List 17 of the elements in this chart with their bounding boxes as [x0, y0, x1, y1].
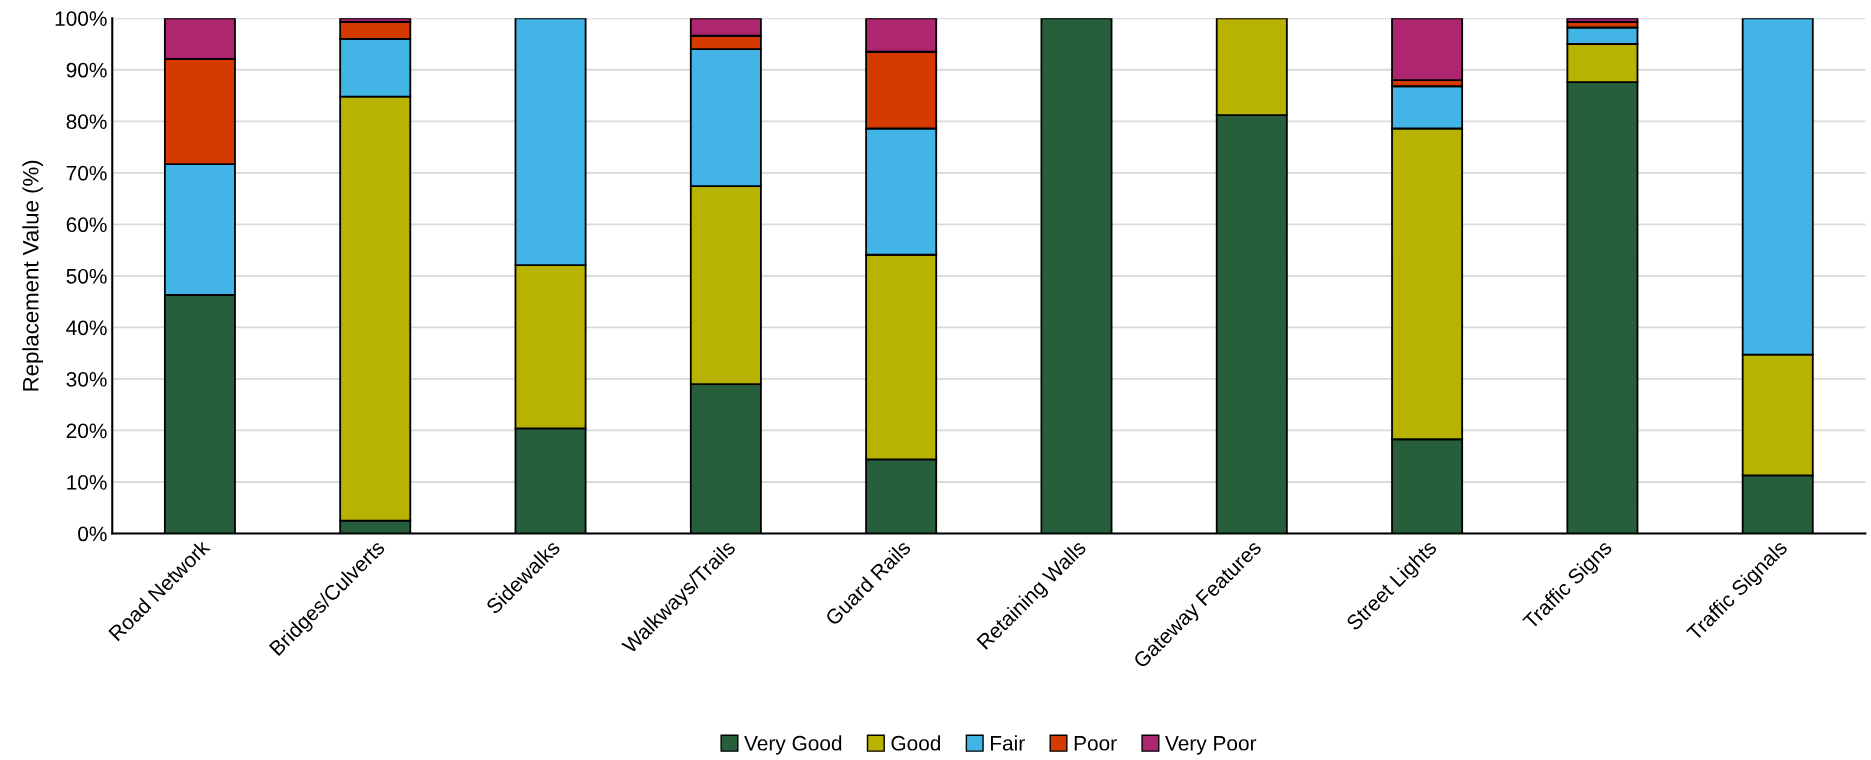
y-axis-title: Replacement Value (%) — [22, 160, 44, 391]
y-tick-label: 40% — [66, 320, 107, 336]
legend-label: Good — [891, 735, 941, 751]
legend-label: Very Good — [744, 735, 842, 755]
y-tick-label: 80% — [66, 114, 107, 130]
legend-label: Fair — [991, 735, 1025, 751]
legend-label: Poor — [1074, 736, 1117, 751]
y-tick-label: 60% — [66, 217, 107, 233]
legend-label: Very Poor — [1165, 736, 1257, 755]
y-tick-label: 20% — [66, 423, 107, 439]
y-tick-label: 100% — [55, 11, 107, 26]
y-tick-label: 50% — [66, 268, 107, 284]
y-tick-label: 90% — [66, 62, 107, 78]
y-tick-label: 70% — [66, 165, 107, 181]
y-tick-label: 10% — [67, 474, 107, 490]
y-tick-label: 0% — [78, 526, 107, 542]
y-tick-label: 30% — [66, 371, 107, 387]
